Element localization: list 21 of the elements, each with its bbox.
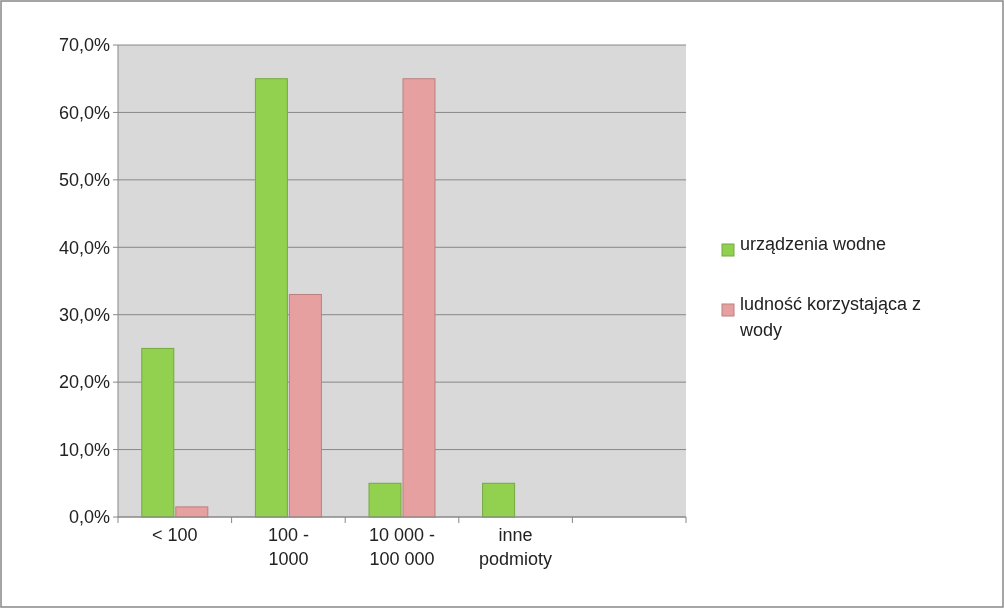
bar [288,293,322,518]
y-tick-label: 0,0% [68,507,110,528]
x-tick-label: 10 000 - 100 000 [368,525,436,569]
bar [402,78,436,518]
bar [175,506,209,518]
x-tick-label: 100 - 1000 [267,525,309,569]
x-tick-label: < 100 [152,525,198,545]
bar [254,78,288,518]
legend-label: urządzenia wodne [740,234,887,254]
y-tick-label: 50,0% [58,170,110,191]
y-tick-label: 30,0% [58,305,110,326]
y-tick-label: 40,0% [58,237,110,258]
x-tick-label: inne podmioty [479,525,553,569]
y-tick-label: 60,0% [58,102,110,123]
bar [141,347,175,518]
bar [482,482,516,518]
legend-label: ludność korzystająca z wody [739,294,922,340]
y-tick-label: 10,0% [58,439,110,460]
bar [368,482,402,518]
y-tick-label: 70,0% [58,35,110,56]
y-tick-label: 20,0% [58,372,110,393]
